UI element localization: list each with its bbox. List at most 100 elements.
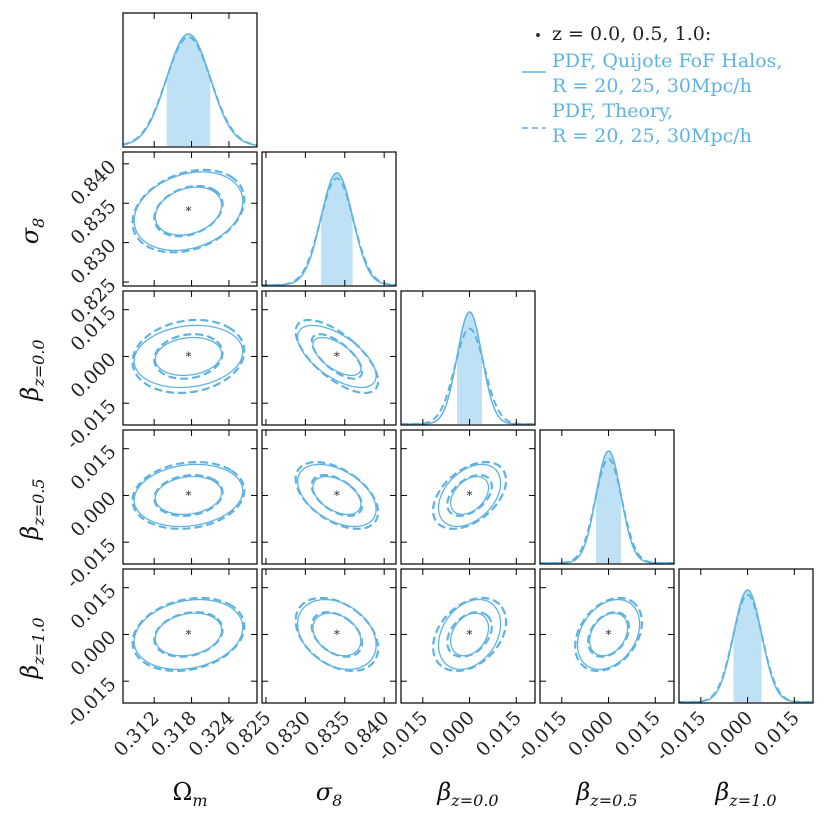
contour-theory-1sigma: [587, 611, 631, 658]
contour-sim-1sigma: [154, 612, 223, 657]
axis-labels: Ωm σ8 βz=0.0 βz=0.5 βz=1.0σ8βz=0.0βz=0.5βz=1…: [16, 218, 777, 810]
panel-b10-b5: *: [539, 568, 675, 704]
panel-frame: [400, 429, 536, 565]
y-axis-label-b5-symbol: β: [16, 526, 44, 541]
contour-sim-1sigma: [449, 475, 490, 516]
fiducial-marker: *: [185, 204, 191, 218]
panel-b5-s8: *: [261, 429, 397, 565]
x-axis-label-b10: βz=1.0: [714, 778, 776, 810]
pdf-curve-theory: [262, 177, 396, 286]
panel-b10-b10: [678, 568, 814, 704]
y-tick-label: -0.015: [62, 395, 121, 454]
panel-frame: [539, 429, 675, 565]
panel-content: *: [294, 596, 380, 673]
panel-content: [401, 311, 535, 425]
contour-theory-2sigma: [431, 460, 508, 530]
legend-entry-sim-line2: R = 20, 25, 30Mpc/h: [552, 75, 752, 97]
panel-s8-Om: *: [122, 151, 258, 287]
y-tick-label: -0.015: [62, 673, 121, 732]
y-axis-label-s8-subscript: 8: [29, 218, 48, 228]
panel-content: *: [431, 596, 508, 673]
panel-content: *: [294, 460, 380, 530]
fiducial-marker: *: [606, 627, 612, 641]
contour-sim-2sigma: [576, 598, 641, 671]
panel-b10-s8: *: [261, 568, 397, 704]
panel-frame: [261, 429, 397, 565]
contour-theory-1sigma: [446, 473, 493, 517]
panel-content: *: [574, 596, 644, 673]
fiducial-marker: *: [334, 488, 340, 502]
panel-b0-Om: *: [122, 290, 258, 426]
x-axis-label-Om-subscript: m: [192, 791, 207, 810]
panel-b0-s8: *: [261, 290, 397, 426]
pdf-shade-1sigma: [321, 173, 353, 285]
legend-marker-label: z = 0.0, 0.5, 1.0:: [552, 23, 711, 45]
fiducial-marker: *: [185, 349, 191, 363]
panel-frame: [539, 568, 675, 704]
panels: * * * * * * * * * *: [122, 12, 814, 704]
contour-sim-2sigma: [133, 463, 244, 528]
fiducial-marker: *: [467, 488, 473, 502]
panel-content: *: [131, 460, 246, 530]
contour-theory-2sigma: [131, 318, 246, 395]
panel-content: *: [431, 460, 508, 530]
contour-theory-1sigma: [153, 333, 224, 380]
pdf-curve-theory: [540, 457, 674, 564]
contour-theory-2sigma: [294, 596, 380, 673]
contour-sim-1sigma: [449, 612, 490, 657]
panel-Om-Om: [122, 12, 258, 148]
panel-b10-b0: *: [400, 568, 536, 704]
x-axis-label-s8-subscript: 8: [332, 791, 342, 810]
pdf-curve-theory: [401, 327, 535, 425]
panel-frame: [400, 290, 536, 426]
x-axis-label-b0-subscript: z=0.0: [450, 791, 498, 810]
fiducial-marker: *: [334, 349, 340, 363]
contour-theory-1sigma: [310, 333, 364, 380]
x-axis-label-Om: Ωm: [172, 778, 207, 810]
contour-theory-1sigma: [153, 473, 224, 517]
y-axis-label-b10: βz=1.0: [16, 617, 48, 679]
contour-theory-1sigma: [310, 473, 364, 517]
x-axis-label-b0-symbol: β: [436, 778, 451, 806]
y-axis-label-b10-subscript: z=1.0: [29, 617, 48, 665]
contour-theory-2sigma: [131, 168, 246, 254]
y-axis-label-b5: βz=0.5: [16, 478, 48, 540]
contour-theory-1sigma: [153, 184, 224, 238]
panel-content: *: [131, 596, 246, 673]
x-axis-label-s8: σ8: [316, 778, 343, 810]
panel-frame: [261, 151, 397, 287]
panel-b5-b0: *: [400, 429, 536, 565]
pdf-shade-1sigma: [166, 34, 211, 146]
panel-frame: [261, 290, 397, 426]
legend-entry-theory-line1: PDF, Theory,: [552, 100, 673, 122]
contour-sim-1sigma: [312, 475, 362, 516]
panel-b10-Om: *: [122, 568, 258, 704]
x-axis-label-b5-subscript: z=0.5: [589, 791, 637, 810]
legend: z = 0.0, 0.5, 1.0: PDF, Quijote FoF Halo…: [522, 23, 782, 147]
y-tick-label: 0.000: [67, 487, 121, 541]
contour-sim-2sigma: [133, 171, 244, 252]
panel-frame: [400, 568, 536, 704]
fiducial-marker: *: [185, 488, 191, 502]
panel-content: [262, 172, 396, 286]
y-tick-label: 0.840: [67, 156, 121, 210]
x-tick-label: 0.015: [750, 707, 804, 761]
panel-content: *: [131, 318, 246, 395]
panel-frame: [678, 568, 814, 704]
x-tick-label: 0.000: [425, 707, 479, 761]
panel-frame: [261, 568, 397, 704]
panel-frame: [122, 429, 258, 565]
fiducial-marker: *: [334, 627, 340, 641]
panel-content: [679, 589, 813, 703]
x-axis-label-b10-subscript: z=1.0: [728, 791, 776, 810]
x-tick-label: 0.000: [564, 707, 618, 761]
y-axis-label-b0-symbol: β: [16, 387, 44, 402]
contour-theory-2sigma: [131, 460, 246, 530]
x-tick-label: -0.015: [652, 707, 711, 766]
contour-theory-2sigma: [131, 596, 246, 673]
contour-sim-2sigma: [133, 324, 244, 389]
y-tick-label: -0.015: [62, 534, 121, 593]
panel-s8-s8: [261, 151, 397, 287]
y-axis-label-s8-symbol: σ: [16, 227, 44, 244]
pdf-curve-theory: [679, 593, 813, 703]
